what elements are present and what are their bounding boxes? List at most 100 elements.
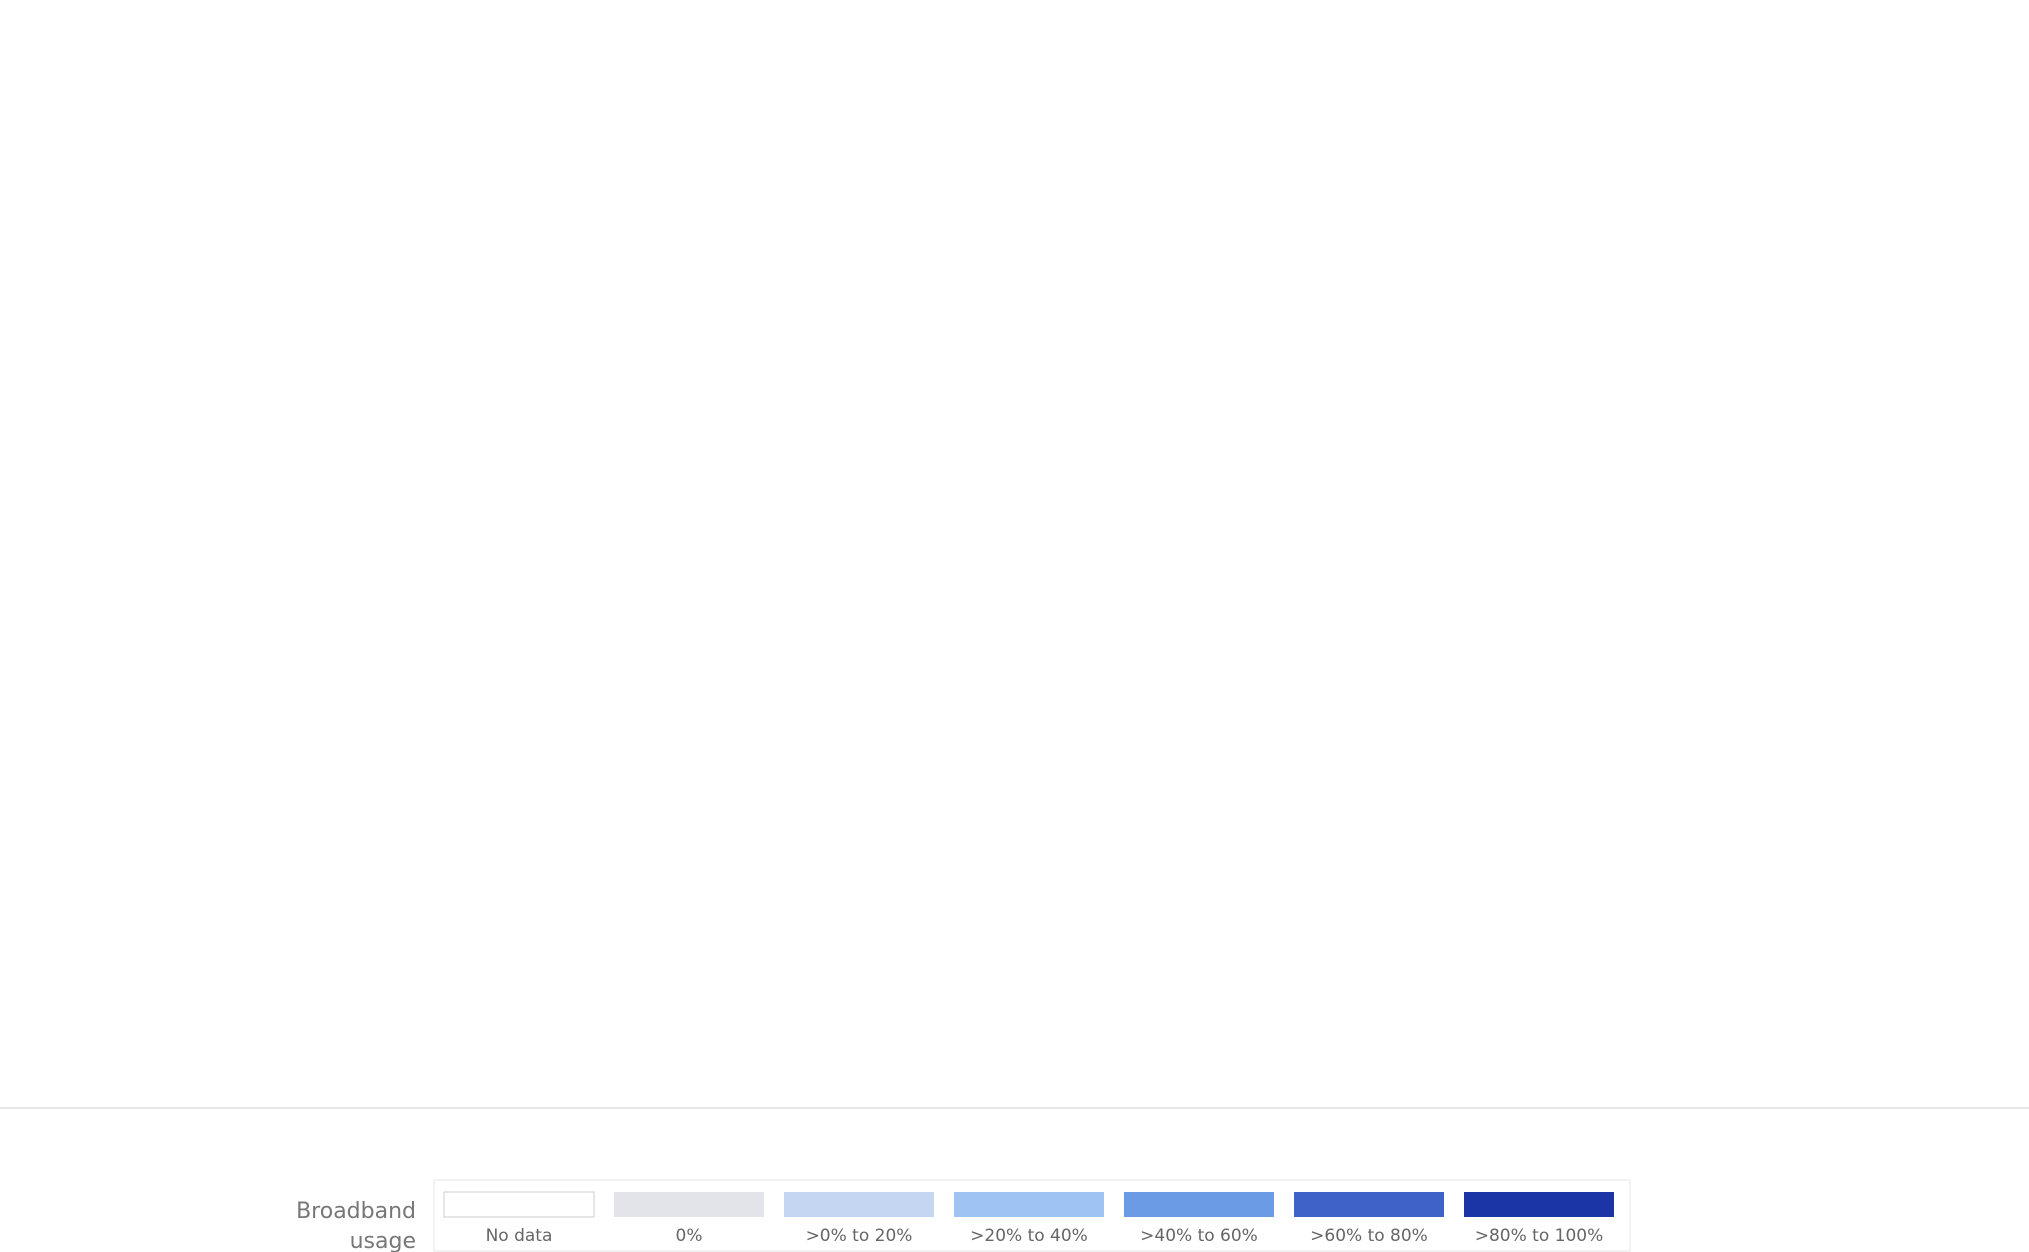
region — [1718, 196, 1741, 225]
region — [1697, 59, 1717, 75]
region — [1958, 677, 1981, 701]
region — [1276, 1058, 1296, 1079]
region — [278, 460, 304, 489]
region — [200, 418, 243, 454]
region — [1158, 818, 1179, 833]
region — [1418, 775, 1435, 795]
region — [1735, 535, 1754, 550]
region — [898, 196, 918, 220]
region — [1938, 698, 1953, 715]
region — [1696, 297, 1718, 313]
region — [1717, 815, 1734, 836]
region — [1617, 618, 1639, 639]
region — [538, 774, 574, 820]
region — [1719, 795, 1734, 814]
region — [1936, 297, 1958, 323]
region — [1456, 1060, 1479, 1089]
region — [874, 637, 895, 664]
region — [1575, 799, 1596, 815]
region — [1815, 240, 1830, 256]
region — [1000, 876, 1021, 899]
region — [494, 1075, 521, 1107]
region — [936, 337, 952, 350]
region — [355, 557, 378, 586]
region — [1136, 374, 1158, 391]
region — [900, 778, 946, 836]
region — [1898, 195, 1915, 217]
region — [479, 997, 508, 1028]
region — [1637, 774, 1656, 788]
region — [1220, 315, 1242, 339]
region — [840, 256, 866, 279]
region — [1216, 0, 1232, 10]
region — [1454, 917, 1477, 938]
region — [1658, 576, 1681, 605]
region — [1495, 639, 1512, 655]
region — [359, 1036, 398, 1071]
region — [1715, 19, 1729, 38]
region — [1617, 195, 1635, 209]
region — [1555, 339, 1570, 354]
region — [357, 459, 388, 486]
region — [418, 200, 450, 233]
region — [1898, 258, 1922, 282]
region — [236, 1098, 260, 1124]
region — [1099, 818, 1121, 845]
region — [918, 698, 936, 718]
region — [1275, 536, 1297, 554]
region — [1278, 419, 1298, 437]
region — [0, 275, 30, 307]
region — [1755, 395, 1776, 413]
region — [1535, 938, 1557, 965]
region — [394, 37, 426, 66]
region — [657, 718, 687, 748]
region — [1774, 720, 1793, 744]
region — [1596, 858, 1611, 875]
region — [1999, 1039, 2018, 1055]
region — [978, 259, 993, 277]
region — [654, 974, 676, 1001]
region — [477, 455, 522, 494]
region — [638, 1037, 669, 1073]
region — [1036, 595, 1050, 609]
region — [679, 500, 710, 540]
region — [60, 315, 83, 345]
region — [1578, 837, 1593, 854]
region — [1559, 858, 1574, 873]
region — [1417, 638, 1433, 653]
region — [58, 536, 96, 579]
region — [1535, 38, 1556, 58]
region — [1334, 1060, 1349, 1074]
region — [957, 437, 972, 449]
region — [1415, 114, 1435, 134]
region — [436, 1116, 458, 1133]
region — [0, 179, 21, 203]
region — [1878, 60, 1894, 77]
region — [619, 797, 640, 822]
region — [396, 54, 427, 88]
region — [1638, 14, 1658, 30]
region — [417, 1018, 446, 1042]
region — [1357, 856, 1378, 875]
region — [799, 818, 823, 837]
region — [878, 219, 921, 262]
region — [1838, 634, 1859, 651]
region — [200, 636, 227, 665]
region — [498, 259, 535, 305]
region — [1619, 398, 1639, 412]
region — [914, 36, 937, 55]
region — [139, 377, 182, 413]
region — [1477, 0, 1497, 11]
region — [297, 177, 326, 213]
region — [1856, 658, 1879, 679]
region — [1455, 1018, 1471, 1032]
region — [1480, 336, 1501, 362]
region — [876, 479, 913, 516]
region — [18, 895, 44, 918]
region — [440, 876, 475, 909]
region — [1494, 378, 1515, 399]
region — [236, 15, 263, 46]
region — [0, 498, 27, 538]
region — [1874, 1079, 1896, 1096]
region — [576, 616, 603, 642]
